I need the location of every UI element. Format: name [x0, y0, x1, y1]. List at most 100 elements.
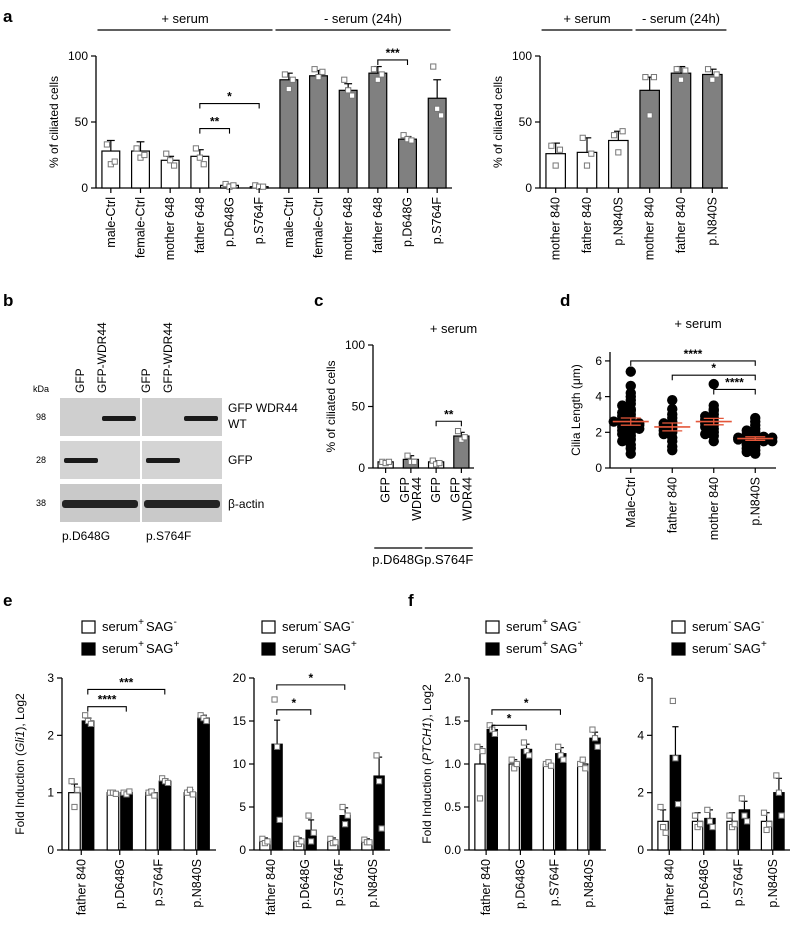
y-tick-label: 100 [345, 338, 365, 352]
legend-text: serum [506, 641, 542, 656]
y-tick-label: 2 [47, 728, 54, 742]
bar [158, 780, 172, 851]
x-tick-label: father 840 [580, 197, 594, 253]
data-point [293, 835, 300, 842]
data-point [775, 789, 783, 796]
data-point [189, 791, 196, 798]
data-point [434, 105, 441, 112]
data-point [429, 457, 436, 464]
y-tick-label: 15 [233, 714, 247, 728]
data-point [141, 151, 148, 159]
y-tick-label: 2 [637, 786, 644, 800]
y-tick-label: 0 [239, 843, 246, 857]
data-point [281, 71, 289, 78]
bar [542, 763, 555, 851]
bar [81, 720, 95, 851]
band-gfp-wdr44 [102, 416, 136, 421]
bar [68, 792, 81, 851]
y-tick-label: 50 [352, 400, 366, 414]
data-point [713, 71, 720, 78]
x-tick-label: p.S764F [548, 859, 562, 907]
data-point [704, 66, 712, 73]
data-point [430, 63, 437, 70]
data-point [200, 161, 207, 168]
data-point [579, 756, 586, 763]
data-point [305, 812, 312, 819]
data-point [588, 150, 595, 157]
data-point [74, 786, 81, 793]
panel-label-a: a [3, 7, 13, 26]
x-tick-label: mother 840 [707, 477, 721, 540]
data-point [642, 74, 649, 81]
data-point [339, 803, 346, 811]
x-tick-label: Male-Ctrl [624, 477, 638, 528]
panel-label-d: d [560, 291, 570, 310]
bar [338, 89, 358, 189]
legend-swatch [81, 620, 96, 634]
significance-bracket [276, 684, 346, 690]
x-tick-label: father 840 [662, 859, 676, 915]
data-point [673, 66, 680, 73]
legend-sup: - [351, 617, 354, 628]
legend-sup: + [138, 617, 144, 628]
legend-text: serum [282, 619, 318, 634]
bar [545, 153, 566, 189]
legend-text: SAG [550, 641, 577, 656]
x-tick-label: father 840 [665, 477, 679, 533]
data-point [731, 821, 738, 828]
data-point [708, 378, 719, 390]
data-point [479, 748, 486, 755]
legend-text: serum [102, 641, 138, 656]
data-point [750, 448, 761, 459]
data-point [706, 818, 714, 825]
y-axis-label-part: ), Log2 [13, 693, 27, 731]
data-point [617, 400, 628, 411]
y-tick-label: 5 [239, 800, 246, 814]
data-point [525, 752, 533, 759]
y-axis-label-part: ), Log2 [420, 684, 434, 722]
data-point [476, 795, 484, 802]
data-point [552, 162, 559, 169]
bar [145, 792, 158, 851]
legend-text: SAG [146, 619, 173, 634]
data-point [311, 66, 318, 73]
bar [271, 743, 283, 851]
data-point [374, 76, 381, 83]
data-point [274, 743, 281, 750]
data-point [555, 743, 562, 750]
marker-98: 98 [36, 412, 46, 422]
data-point [617, 428, 628, 440]
band-actin [62, 500, 138, 508]
data-point [743, 818, 751, 825]
data-point [579, 134, 586, 141]
legend-text: serum [692, 619, 728, 634]
y-tick-label: 4 [595, 390, 602, 404]
legend-text: SAG [323, 641, 350, 656]
group-label: p.D648G [62, 529, 110, 543]
x-tick-label: father 648 [371, 197, 385, 253]
significance-label: * [711, 361, 716, 375]
data-point [591, 735, 599, 742]
x-tick-label: p.N840S [748, 477, 762, 526]
lane-header: GFP [139, 368, 153, 393]
data-point [738, 795, 745, 802]
bar [773, 792, 785, 851]
data-point [164, 779, 172, 787]
legend-swatch [261, 642, 276, 656]
data-point [285, 85, 292, 93]
x-tick-label: p.S764F [332, 859, 346, 907]
y-tick-label: 0 [47, 843, 54, 857]
x-tick-label: p.S764F [430, 197, 444, 245]
data-point [348, 92, 356, 99]
legend-sup: + [577, 639, 583, 650]
legend-label: serum+ SAG+ [506, 639, 583, 656]
data-point [634, 423, 645, 434]
data-point [619, 128, 626, 135]
bar [101, 150, 121, 189]
y-tick-label: 6 [595, 354, 602, 368]
legend-sup: - [728, 617, 731, 628]
x-tick-label: p.D648G [298, 859, 312, 909]
chart-d-cilia-length: 0 2 4 6 Cilia Length (μm) Male-Ctrl father 840… [569, 316, 778, 540]
bar [309, 75, 329, 189]
